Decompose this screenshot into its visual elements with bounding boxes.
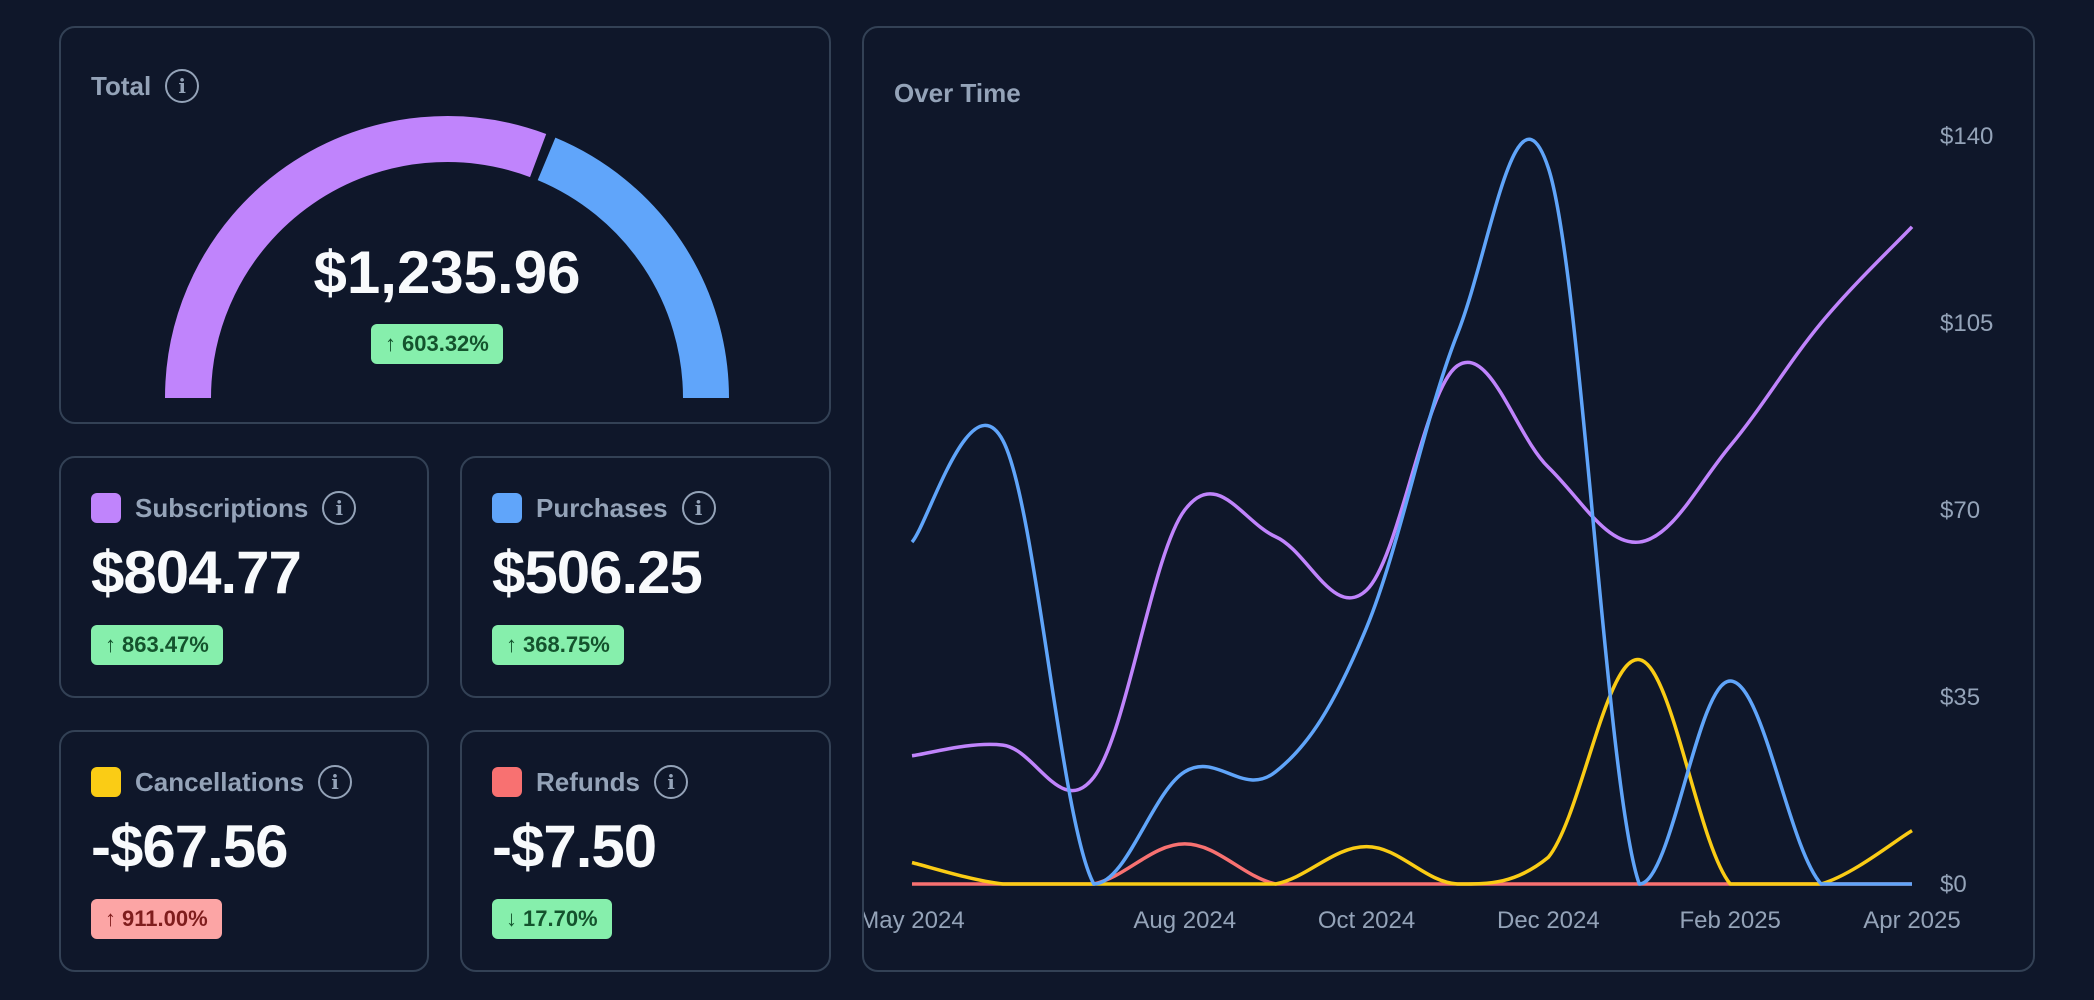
series-line-purchases[interactable] [910, 137, 1912, 886]
cancellations-color-swatch [91, 767, 121, 797]
arrow-up-icon: ↑ [105, 632, 116, 657]
purchases-card: Purchases i $506.25 ↑ 368.75% [460, 456, 831, 698]
info-icon[interactable]: i [165, 69, 200, 103]
cancellations-card-header: Cancellations i [91, 765, 353, 799]
gauge-purchases-arc[interactable] [537, 137, 729, 399]
purchases-change-badge: ↑ 368.75% [492, 625, 624, 665]
refunds-change-value: 17.70% [523, 906, 598, 931]
refunds-value: -$7.50 [492, 813, 657, 880]
refunds-card-header: Refunds i [492, 765, 688, 799]
y-tick-label: $0 [1940, 871, 1967, 898]
cancellations-label: Cancellations [135, 766, 305, 797]
subscriptions-label: Subscriptions [135, 492, 309, 523]
total-card-header: Total i [91, 69, 200, 103]
series-line-subscriptions[interactable] [911, 225, 1914, 793]
purchases-change-value: 368.75% [523, 632, 610, 657]
subscriptions-change-value: 863.47% [122, 632, 209, 657]
total-gauge [165, 116, 729, 399]
refunds-card: Refunds i -$7.50 ↓ 17.70% [460, 730, 831, 972]
info-icon[interactable]: i [322, 491, 357, 525]
total-change-badge: ↑ 603.32% [371, 324, 503, 364]
info-icon[interactable]: i [681, 491, 716, 525]
y-tick-label: $70 [1940, 497, 1980, 524]
cancellations-change-value: 911.00% [122, 906, 208, 931]
over-time-chart-card: Over Time $0 $35 $70 $105 $140 May 2024 Aug 20… [862, 26, 2035, 972]
y-tick-label: $35 [1940, 684, 1980, 711]
x-tick-label: May 2024 [864, 907, 965, 934]
arrow-up-icon: ↑ [506, 632, 517, 657]
total-value: $1,235.96 [313, 239, 581, 306]
arrow-down-icon: ↓ [506, 906, 517, 931]
arrow-up-icon: ↑ [385, 331, 396, 356]
total-change-value: 603.32% [402, 331, 489, 356]
y-tick-label: $105 [1940, 310, 1993, 337]
subscriptions-change-badge: ↑ 863.47% [91, 625, 223, 665]
arrow-up-icon: ↑ [105, 906, 116, 931]
refunds-label: Refunds [536, 766, 640, 797]
purchases-color-swatch [492, 493, 522, 523]
x-tick-label: Apr 2025 [1863, 907, 1960, 934]
subscriptions-card: Subscriptions i $804.77 ↑ 863.47% [59, 456, 429, 698]
purchases-label: Purchases [536, 492, 668, 523]
subscriptions-value: $804.77 [91, 539, 302, 606]
refunds-change-badge: ↓ 17.70% [492, 899, 612, 939]
total-card: Total i $1,235.96 ↑ 603.32% [59, 26, 831, 424]
subscriptions-color-swatch [91, 493, 121, 523]
x-tick-label: Feb 2025 [1679, 907, 1780, 934]
refunds-color-swatch [492, 767, 522, 797]
x-tick-label: Oct 2024 [1318, 907, 1415, 934]
cancellations-value: -$67.56 [91, 813, 288, 880]
y-tick-label: $140 [1940, 123, 1993, 150]
cancellations-card: Cancellations i -$67.56 ↑ 911.00% [59, 730, 429, 972]
gauge-subscriptions-arc[interactable] [165, 116, 547, 399]
chart-title: Over Time [894, 78, 1021, 108]
x-tick-label: Dec 2024 [1497, 907, 1600, 934]
purchases-value: $506.25 [492, 539, 703, 606]
info-icon[interactable]: i [654, 765, 688, 799]
x-tick-label: Aug 2024 [1133, 907, 1236, 934]
over-time-line-chart: $0 $35 $70 $105 $140 May 2024 Aug 2024 Oct 2024… [864, 123, 1993, 934]
info-icon[interactable]: i [318, 765, 353, 799]
subscriptions-card-header: Subscriptions i [91, 491, 357, 525]
purchases-card-header: Purchases i [492, 491, 716, 525]
cancellations-change-badge: ↑ 911.00% [91, 899, 222, 939]
total-card-title: Total [91, 70, 152, 101]
series-line-cancellations[interactable] [911, 657, 1913, 886]
